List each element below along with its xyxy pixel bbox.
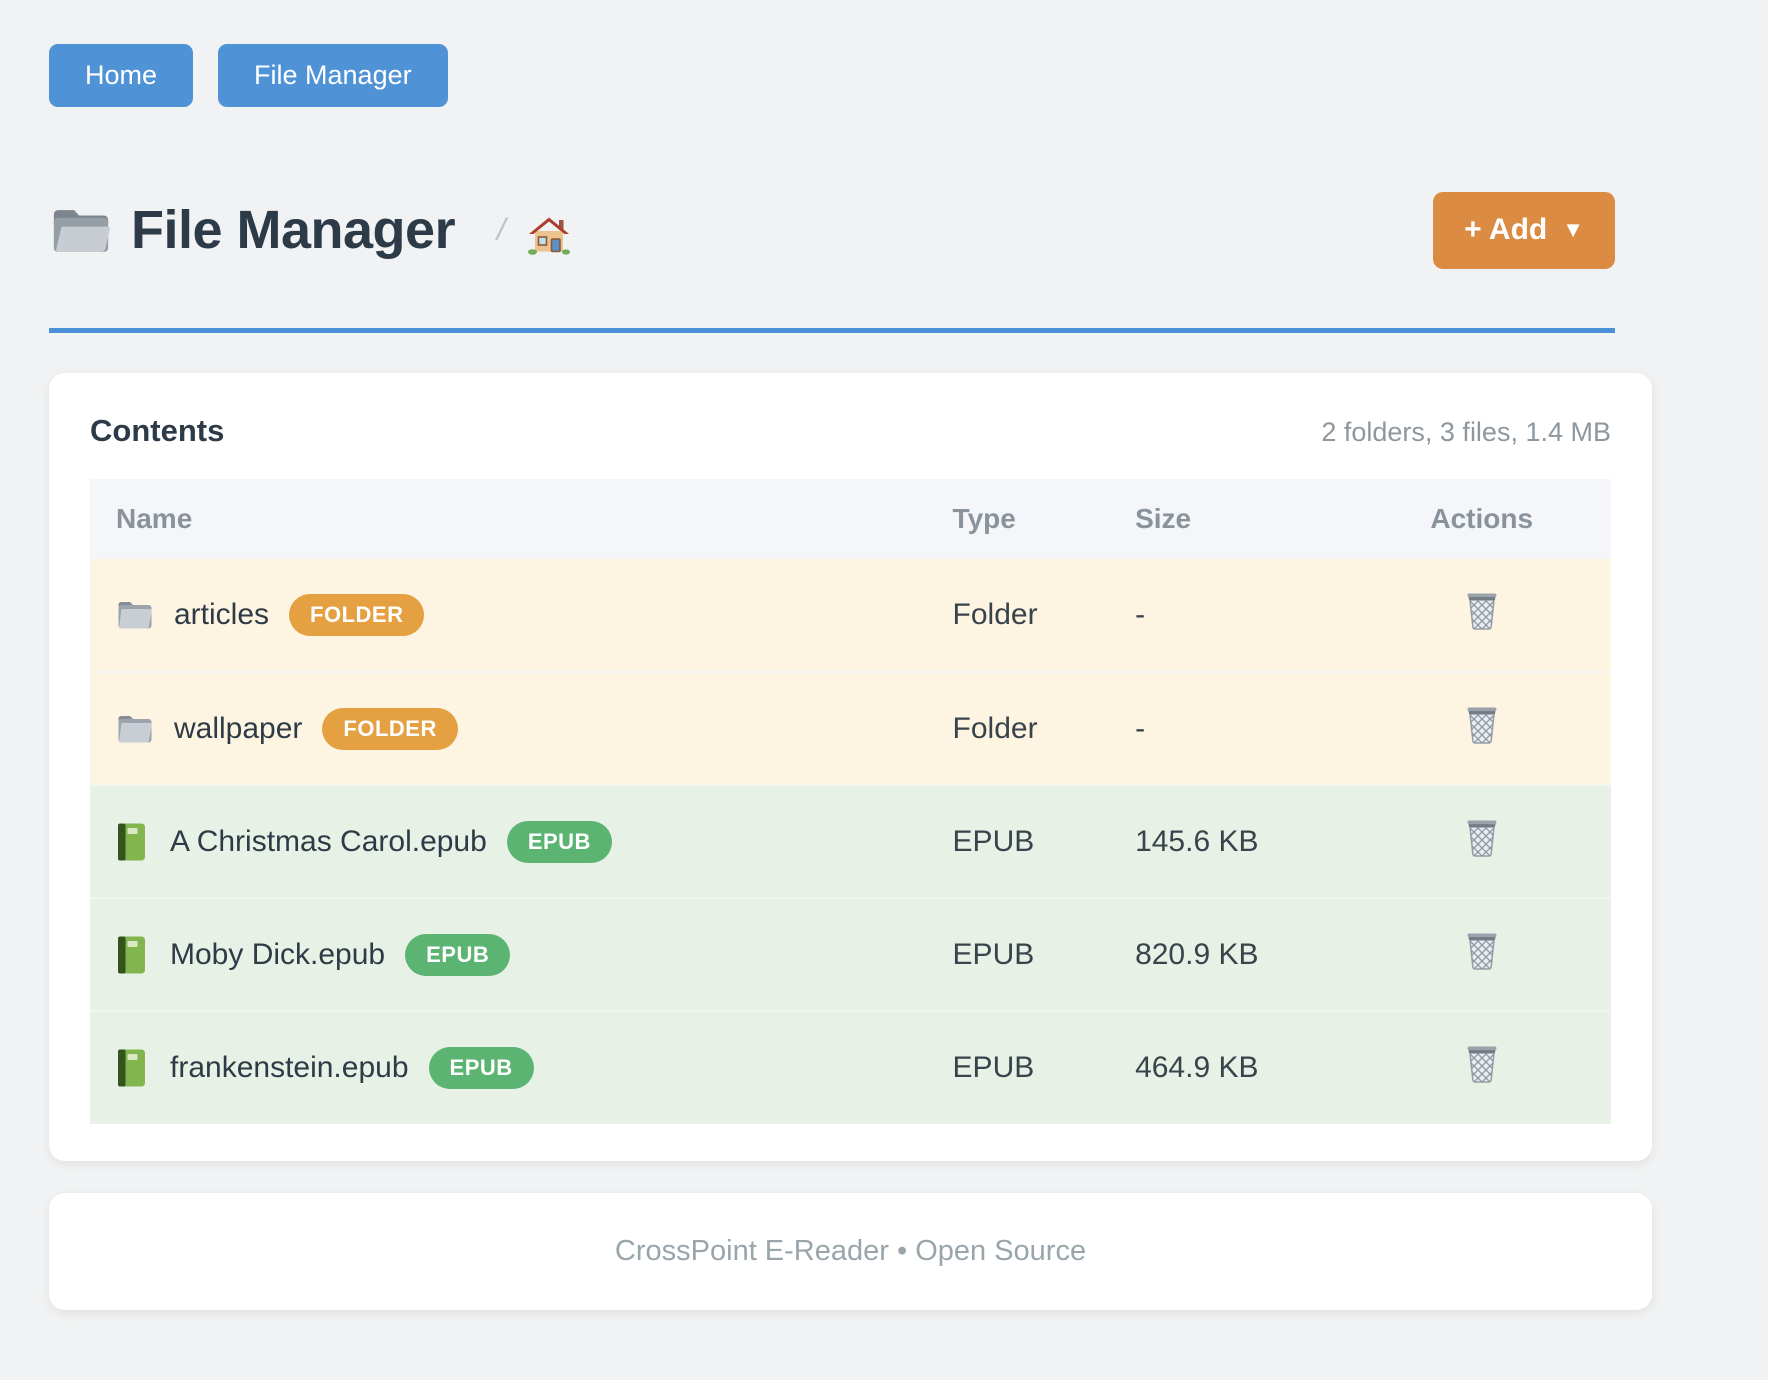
- file-manager-nav-button[interactable]: File Manager: [218, 44, 448, 107]
- open-folder-icon: [49, 203, 113, 258]
- footer-text: CrossPoint E-Reader • Open Source: [614, 1235, 1087, 1267]
- folder-name-link[interactable]: wallpaper: [174, 711, 303, 745]
- trash-icon[interactable]: [1465, 930, 1499, 972]
- contents-summary: 2 folders, 3 files, 1.4 MB: [1321, 417, 1611, 447]
- home-nav-button[interactable]: Home: [49, 44, 194, 107]
- file-table: Name Type Size Actions articles FOLDER F…: [90, 479, 1611, 1124]
- epub-badge: EPUB: [405, 933, 511, 976]
- caret-down-icon: ▼: [1562, 217, 1584, 242]
- table-row: A Christmas Carol.epub EPUB EPUB 145.6 K…: [90, 785, 1611, 898]
- file-type: EPUB: [952, 937, 1035, 971]
- epub-badge: EPUB: [506, 820, 612, 863]
- file-size: 464.9 KB: [1135, 1051, 1259, 1084]
- table-row: frankenstein.epub EPUB EPUB 464.9 KB: [90, 1011, 1611, 1124]
- file-name-link[interactable]: frankenstein.epub: [170, 1051, 409, 1084]
- epub-badge: EPUB: [428, 1047, 534, 1089]
- file-size: -: [1135, 598, 1146, 631]
- contents-card: Contents 2 folders, 3 files, 1.4 MB Name…: [49, 373, 1652, 1161]
- contents-card-header: Contents 2 folders, 3 files, 1.4 MB: [90, 413, 1611, 449]
- top-nav: Home File Manager: [49, 0, 1652, 107]
- file-size: 145.6 KB: [1135, 824, 1259, 858]
- trash-icon[interactable]: [1465, 704, 1499, 746]
- home-breadcrumb-icon[interactable]: [528, 215, 570, 255]
- green-book-icon: [116, 822, 150, 862]
- folder-icon: [116, 713, 154, 745]
- folder-icon: [116, 599, 154, 631]
- add-button-label: + Add: [1464, 213, 1548, 246]
- page-title: File Manager: [131, 200, 456, 260]
- page-header-block: File Manager / + Add ▼: [49, 191, 1615, 333]
- add-button[interactable]: + Add ▼: [1433, 191, 1615, 269]
- header-divider: [49, 328, 1615, 333]
- page-header: File Manager / + Add ▼: [49, 191, 1615, 269]
- breadcrumb-separator: /: [493, 212, 510, 247]
- footer: CrossPoint E-Reader • Open Source: [49, 1193, 1652, 1310]
- table-row: articles FOLDER Folder -: [90, 559, 1611, 672]
- file-manager-page: Home File Manager File Manager / + Add ▼: [49, 0, 1652, 1310]
- trash-icon[interactable]: [1465, 1043, 1499, 1085]
- table-header-row: Name Type Size Actions: [90, 479, 1611, 559]
- green-book-icon: [116, 1048, 150, 1088]
- trash-icon[interactable]: [1465, 817, 1499, 859]
- folder-badge: FOLDER: [322, 707, 458, 750]
- table-row: Moby Dick.epub EPUB EPUB 820.9 KB: [90, 898, 1611, 1011]
- column-header-size: Size: [1135, 503, 1192, 534]
- title-group: File Manager /: [49, 199, 570, 261]
- column-header-actions: Actions: [1430, 503, 1534, 534]
- green-book-icon: [116, 935, 150, 975]
- contents-heading: Contents: [90, 413, 225, 448]
- file-type: Folder: [952, 598, 1038, 631]
- file-type: EPUB: [952, 824, 1035, 858]
- file-name-link[interactable]: A Christmas Carol.epub: [170, 824, 487, 858]
- table-row: wallpaper FOLDER Folder -: [90, 672, 1611, 785]
- file-type: Folder: [952, 711, 1038, 745]
- file-name-link[interactable]: Moby Dick.epub: [170, 937, 386, 971]
- column-header-type: Type: [952, 503, 1016, 534]
- column-header-name: Name: [116, 503, 193, 534]
- file-size: -: [1135, 711, 1146, 745]
- folder-badge: FOLDER: [289, 594, 425, 636]
- file-size: 820.9 KB: [1135, 937, 1259, 971]
- file-type: EPUB: [952, 1051, 1035, 1084]
- folder-name-link[interactable]: articles: [174, 598, 270, 631]
- trash-icon[interactable]: [1465, 590, 1499, 632]
